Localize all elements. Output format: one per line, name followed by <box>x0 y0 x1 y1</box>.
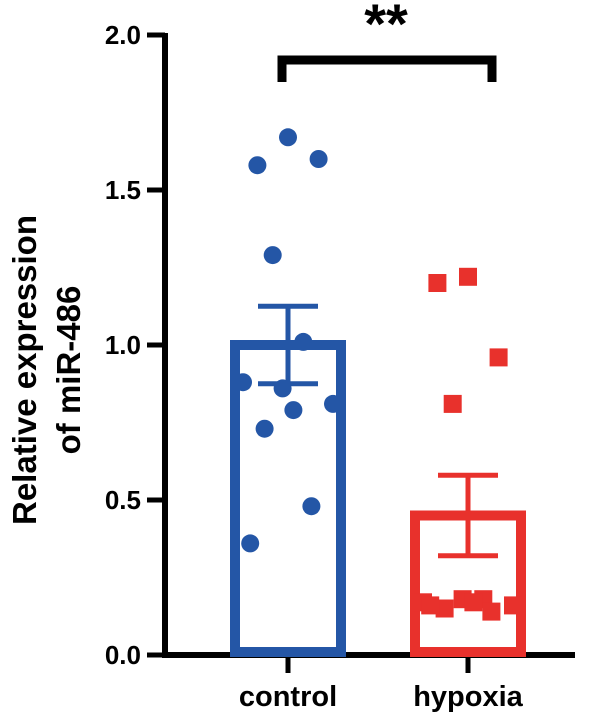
significance-bracket-line <box>277 55 497 82</box>
point-hypoxia <box>482 602 501 621</box>
y-tick-label: 0.5 <box>105 485 141 515</box>
y-tick-label: 2.0 <box>105 20 141 50</box>
significance-bracket: ** <box>277 0 497 82</box>
point-control <box>309 150 328 168</box>
data-points <box>234 128 522 621</box>
error-bars <box>258 303 498 559</box>
point-control <box>241 534 260 553</box>
point-hypoxia <box>428 274 447 292</box>
point-control <box>302 497 321 516</box>
point-control <box>263 246 282 265</box>
point-control <box>255 419 274 438</box>
point-control <box>324 394 342 413</box>
point-hypoxia <box>464 593 483 612</box>
y-tick-label: 1.5 <box>105 175 141 205</box>
point-hypoxia <box>435 599 454 618</box>
point-control <box>234 373 252 392</box>
point-control <box>248 156 267 175</box>
point-control <box>294 332 313 351</box>
y-axis-title-line-2: of miR-486 <box>50 286 87 455</box>
point-control <box>279 128 297 147</box>
y-tick-label: 1.0 <box>105 330 141 360</box>
y-tick-label: 0.0 <box>105 640 141 670</box>
x-tick-label-hypoxia: hypoxia <box>413 681 523 713</box>
point-hypoxia <box>421 596 440 615</box>
point-hypoxia <box>489 348 508 367</box>
point-hypoxia <box>443 394 462 413</box>
y-axis-title-line-1: Relative expression <box>6 215 43 525</box>
point-control <box>284 401 303 420</box>
x-tick-label-control: control <box>239 681 337 713</box>
y-axis-title: Relative expression of miR-486 <box>6 215 87 525</box>
x-axis: control hypoxia <box>162 652 575 713</box>
y-axis: 0.0 0.5 1.0 1.5 2.0 <box>105 20 168 670</box>
significance-label: ** <box>364 0 408 55</box>
point-hypoxia <box>504 596 522 615</box>
point-hypoxia <box>459 267 477 286</box>
